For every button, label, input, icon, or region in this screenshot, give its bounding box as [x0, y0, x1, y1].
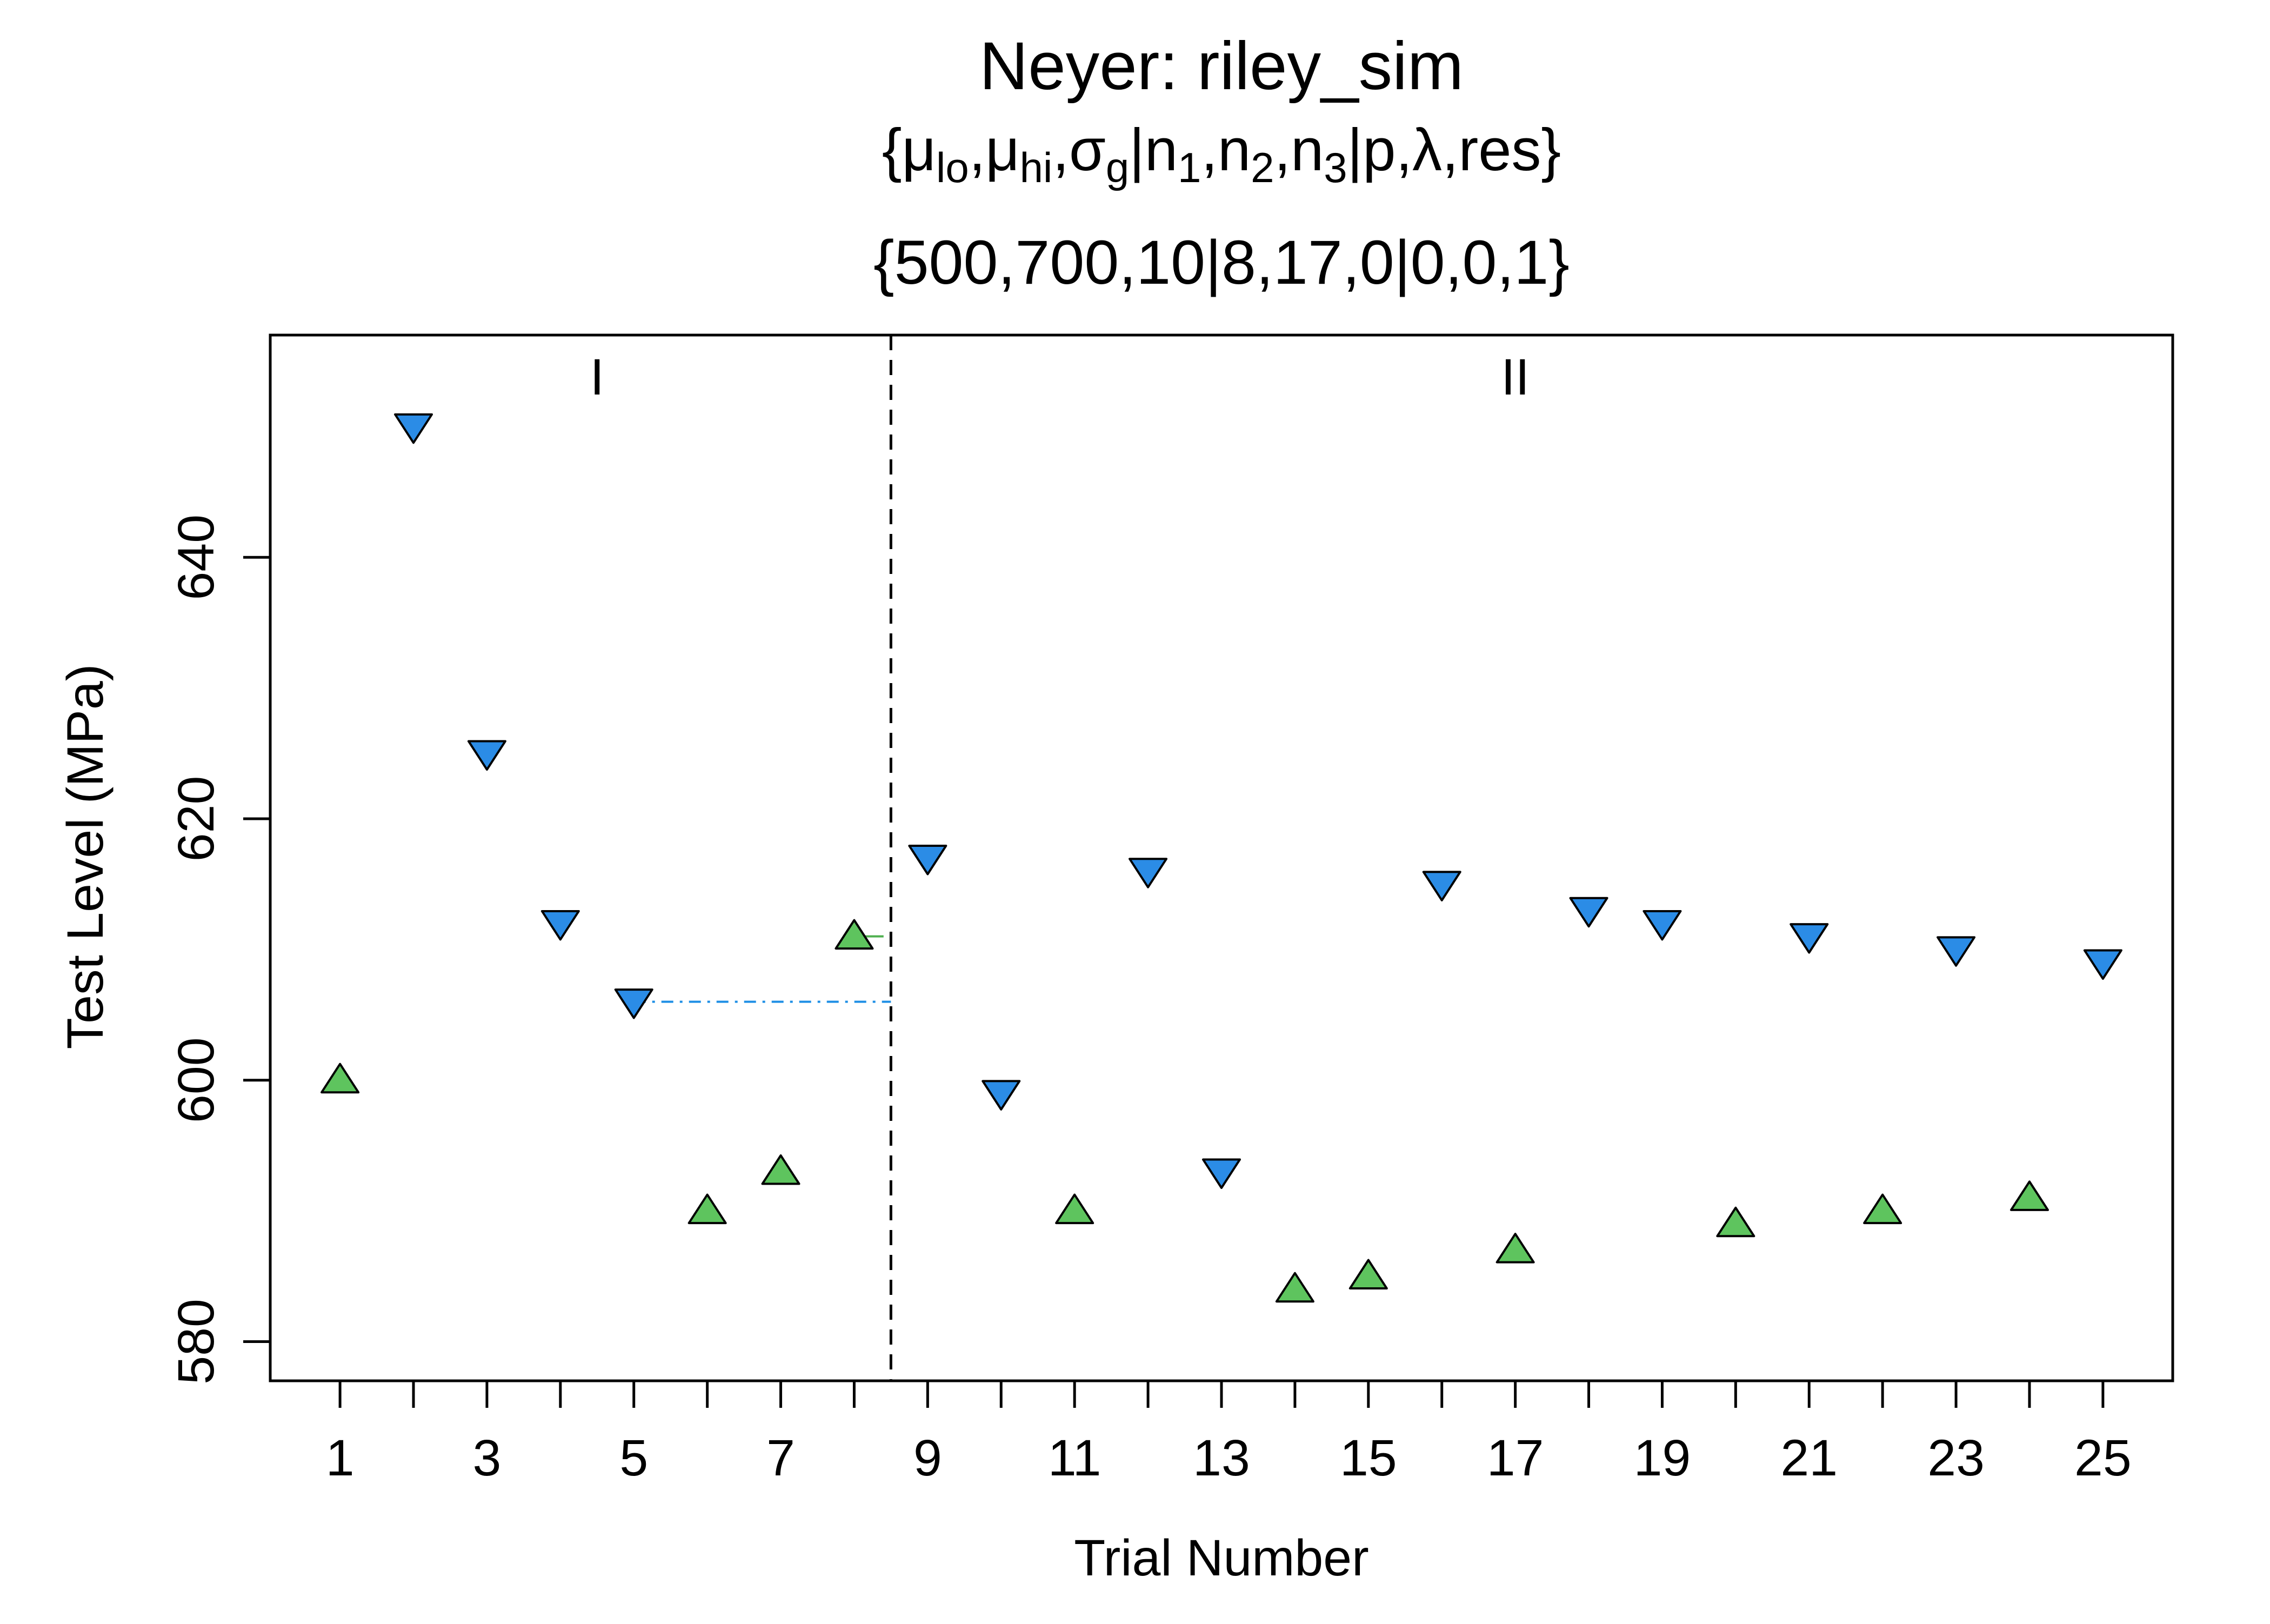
- point-nonresponse: [394, 413, 433, 444]
- chart-subtitle-values: {500,700,10|8,17,0|0,0,1}: [873, 228, 1570, 297]
- point-response: [1716, 1206, 1755, 1238]
- point-nonresponse: [982, 1080, 1021, 1111]
- point-response: [761, 1154, 800, 1185]
- x-tick-label: 1: [326, 1429, 355, 1487]
- point-response: [321, 1062, 360, 1094]
- point-nonresponse: [1643, 910, 1682, 941]
- x-tick-label: 25: [2074, 1429, 2132, 1487]
- y-tick-label: 600: [168, 1037, 225, 1123]
- point-response: [687, 1193, 727, 1225]
- x-tick-label: 13: [1193, 1429, 1250, 1487]
- x-tick-label: 3: [473, 1429, 502, 1487]
- x-axis-label: Trial Number: [1074, 1529, 1368, 1587]
- point-nonresponse: [1129, 858, 1168, 888]
- data-points: [321, 413, 2122, 1303]
- x-tick-label: 23: [1927, 1429, 1985, 1487]
- phases: I II: [590, 335, 1530, 1381]
- x-tick-label: 15: [1340, 1429, 1397, 1487]
- point-response: [1275, 1272, 1314, 1303]
- point-nonresponse: [908, 845, 947, 876]
- y-tick-label: 640: [168, 514, 225, 600]
- x-tick-label: 21: [1780, 1429, 1838, 1487]
- point-nonresponse: [614, 988, 653, 1019]
- point-nonresponse: [1937, 936, 1976, 967]
- y-tick-label: 620: [168, 776, 225, 862]
- point-nonresponse: [1202, 1158, 1241, 1189]
- point-response: [2009, 1180, 2049, 1211]
- x-tick-label: 17: [1487, 1429, 1544, 1487]
- point-response: [1495, 1233, 1535, 1264]
- point-nonresponse: [540, 910, 580, 941]
- point-nonresponse: [1790, 923, 1829, 954]
- point-response: [1863, 1193, 1902, 1225]
- point-response: [834, 919, 874, 950]
- x-tick-label: 11: [1048, 1429, 1101, 1487]
- chart-subtitle-params: {μlo,μhi,σg|n1,n2,n3|p,λ,res}: [882, 117, 1561, 191]
- point-response: [1055, 1193, 1094, 1225]
- x-tick-label: 7: [766, 1429, 795, 1487]
- chart-title: Neyer: riley_sim: [979, 29, 1464, 104]
- point-nonresponse: [467, 740, 506, 771]
- x-tick-label: 9: [913, 1429, 942, 1487]
- phase-label: II: [1501, 349, 1530, 406]
- point-response: [1348, 1259, 1388, 1289]
- x-tick-label: 19: [1634, 1429, 1691, 1487]
- x-tick-label: 5: [619, 1429, 648, 1487]
- point-nonresponse: [1422, 871, 1461, 901]
- point-nonresponse: [2083, 949, 2122, 980]
- y-tick-label: 580: [168, 1299, 225, 1385]
- point-nonresponse: [1569, 897, 1608, 928]
- y-axis-label: Test Level (MPa): [57, 664, 114, 1050]
- phase-label: I: [590, 349, 604, 406]
